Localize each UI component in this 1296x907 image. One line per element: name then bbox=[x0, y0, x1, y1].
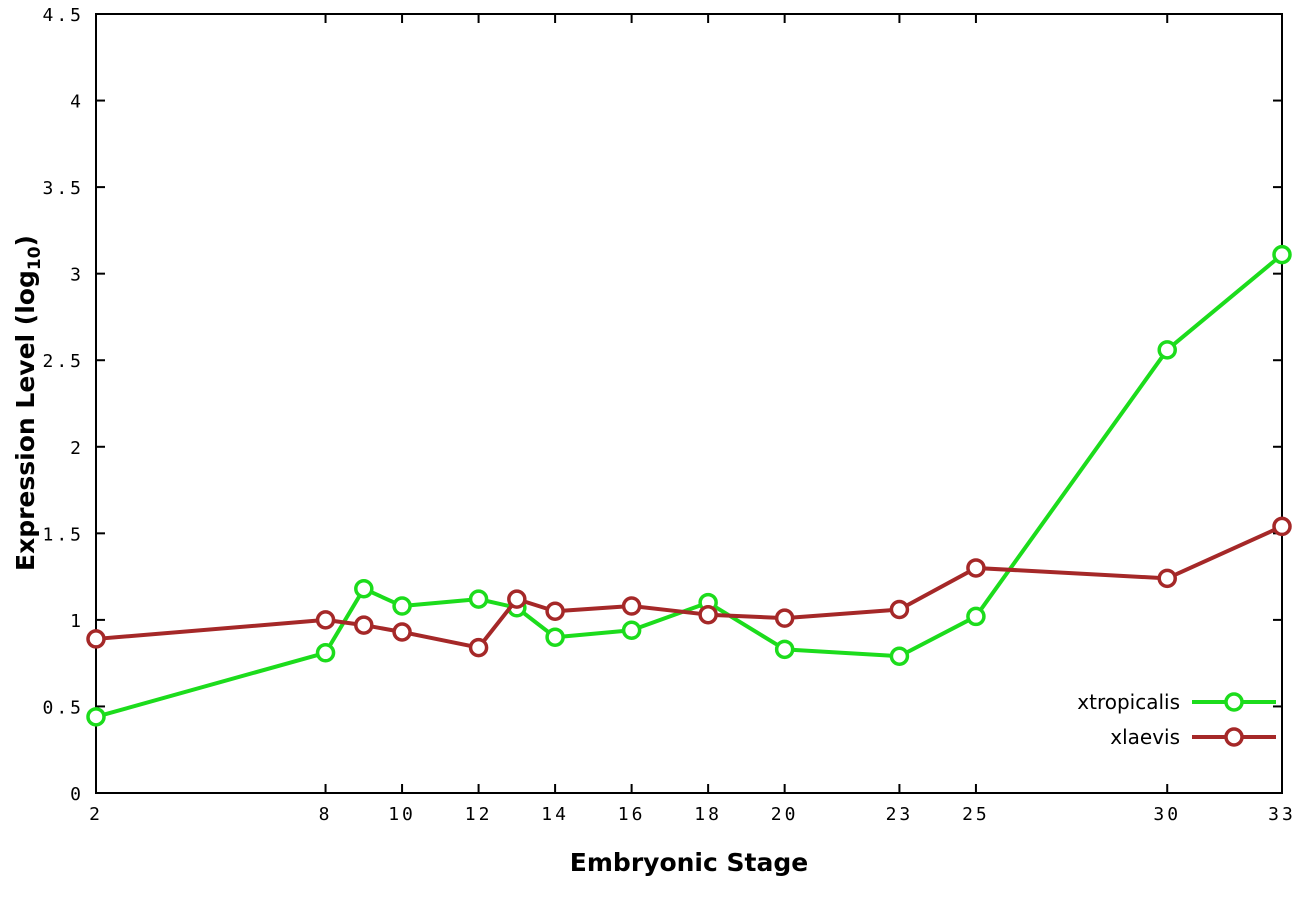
legend-sample-marker-xtropicalis bbox=[1224, 692, 1244, 712]
data-point-xtropicalis bbox=[392, 596, 412, 616]
x-tick-label: 20 bbox=[771, 804, 799, 825]
data-point-xtropicalis bbox=[889, 646, 910, 666]
data-point-xtropicalis bbox=[86, 707, 106, 727]
data-point-xtropicalis bbox=[468, 589, 489, 609]
y-axis-title-subscript: 10 bbox=[25, 246, 45, 271]
x-tick-label: 18 bbox=[694, 804, 722, 825]
data-point-xtropicalis bbox=[774, 639, 795, 660]
legend-sample-marker-xlaevis bbox=[1224, 727, 1244, 747]
y-tick-label: 3.5 bbox=[42, 178, 84, 199]
series-line-xlaevis bbox=[94, 524, 1284, 650]
y-tick-label: 4 bbox=[70, 92, 84, 113]
x-tick-label: 30 bbox=[1153, 804, 1181, 825]
x-tick-label: 12 bbox=[465, 804, 493, 825]
data-point-xlaevis bbox=[507, 589, 527, 609]
x-tick-label: 14 bbox=[541, 804, 569, 825]
y-tick-label: 0 bbox=[70, 784, 84, 805]
x-tick-label: 25 bbox=[962, 804, 990, 825]
x-tick-label: 16 bbox=[618, 804, 646, 825]
data-point-xlaevis bbox=[1157, 568, 1177, 589]
legend-label-xtropicalis: xtropicalis bbox=[1077, 690, 1180, 714]
y-axis-title-text: Expression Level (log bbox=[11, 270, 40, 571]
legend-label-xlaevis: xlaevis bbox=[1110, 725, 1180, 749]
data-point-xtropicalis bbox=[621, 620, 642, 641]
data-point-xlaevis bbox=[86, 629, 106, 649]
data-point-xlaevis bbox=[354, 615, 374, 635]
y-tick-label: 0.5 bbox=[42, 697, 84, 718]
y-tick-label: 1 bbox=[70, 611, 84, 632]
x-tick-label: 33 bbox=[1268, 804, 1296, 825]
data-point-xtropicalis bbox=[545, 627, 565, 647]
data-point-xtropicalis bbox=[315, 643, 336, 663]
data-point-xtropicalis bbox=[1272, 244, 1292, 265]
data-point-xtropicalis bbox=[354, 578, 374, 599]
data-point-xlaevis bbox=[1272, 516, 1292, 537]
y-tick-label: 1.5 bbox=[42, 524, 84, 545]
y-tick-label: 2.5 bbox=[42, 351, 84, 372]
y-axis-title: Expression Level (log10) bbox=[11, 235, 45, 571]
x-tick-label: 23 bbox=[886, 804, 914, 825]
y-tick-label: 3 bbox=[70, 265, 84, 286]
data-point-xlaevis bbox=[392, 622, 412, 642]
x-tick-label: 2 bbox=[89, 804, 103, 825]
data-point-xlaevis bbox=[698, 604, 718, 625]
x-tick-label: 8 bbox=[319, 804, 333, 825]
data-point-xlaevis bbox=[774, 608, 795, 628]
data-point-xlaevis bbox=[621, 596, 642, 616]
x-axis-title: Embryonic Stage bbox=[569, 848, 809, 877]
data-point-xtropicalis bbox=[1157, 340, 1177, 360]
plot-border bbox=[95, 13, 1283, 794]
y-tick-label: 4.5 bbox=[42, 5, 84, 26]
data-point-xtropicalis bbox=[966, 606, 986, 627]
series-line-xtropicalis bbox=[94, 252, 1284, 719]
data-point-xlaevis bbox=[966, 558, 986, 578]
data-point-xlaevis bbox=[889, 599, 910, 620]
data-point-xlaevis bbox=[315, 610, 336, 630]
data-point-xlaevis bbox=[468, 637, 489, 658]
y-axis-title-suffix: ) bbox=[11, 235, 40, 247]
y-tick-label: 2 bbox=[70, 438, 84, 459]
x-tick-label: 10 bbox=[388, 804, 416, 825]
data-point-xlaevis bbox=[545, 601, 565, 621]
